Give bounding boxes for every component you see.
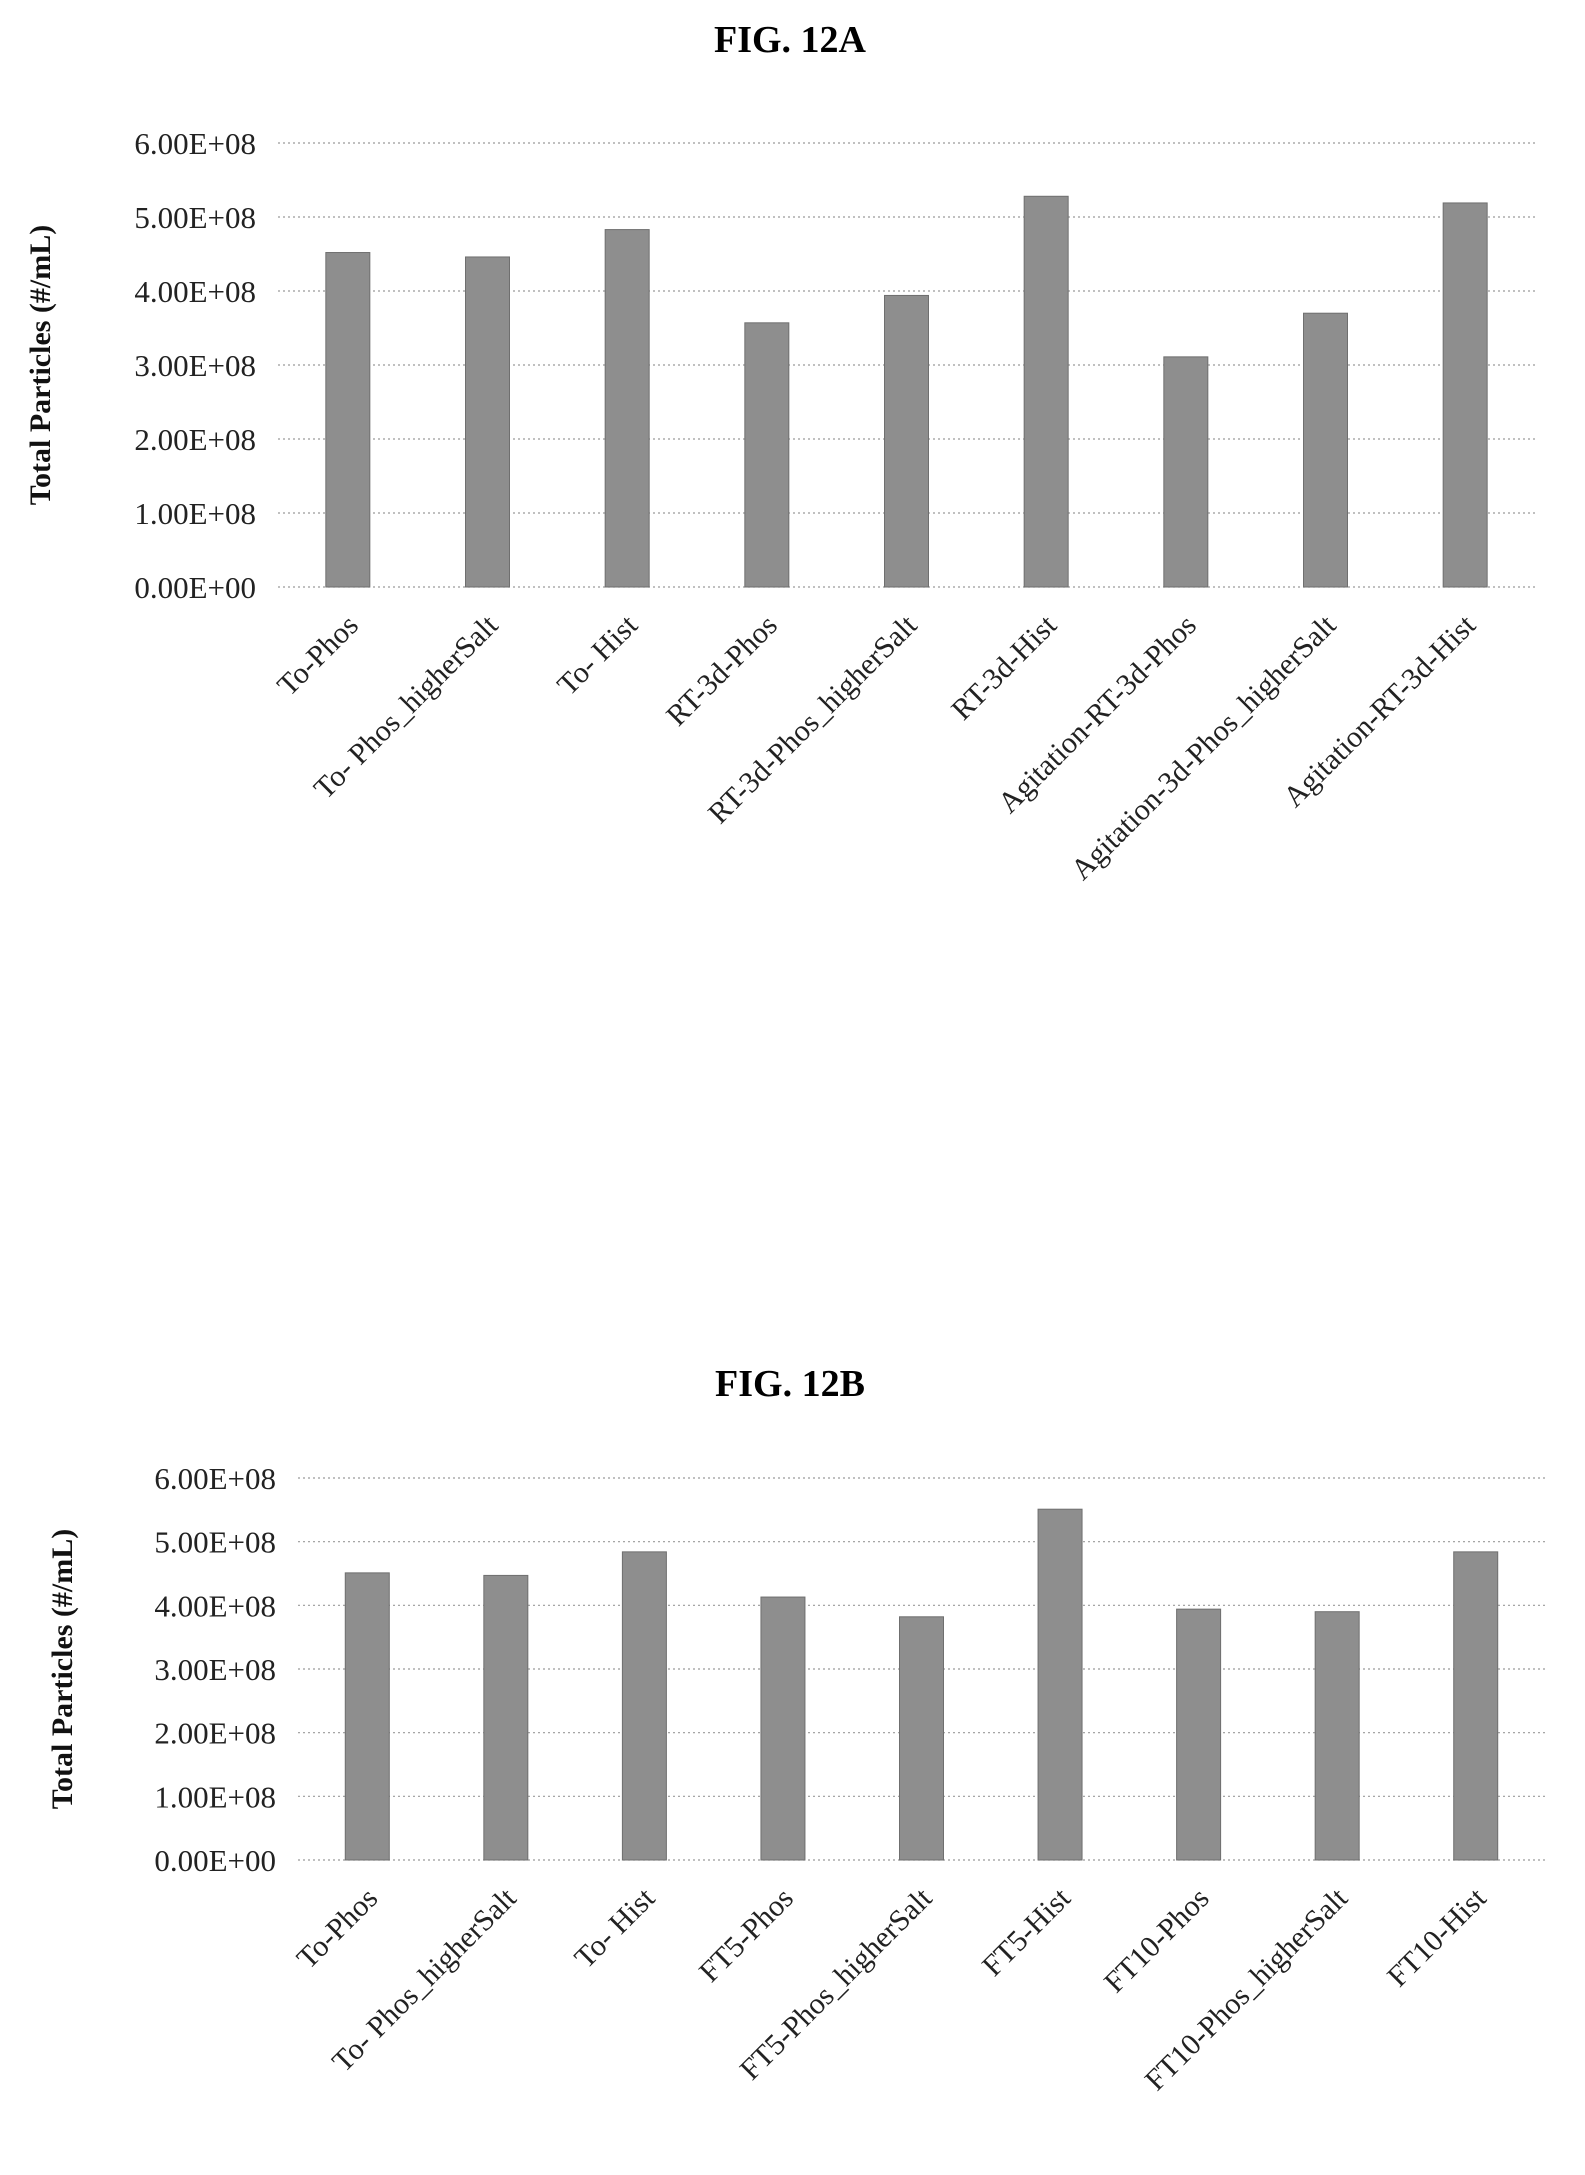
x-tick-label: To- Hist <box>551 608 645 702</box>
y-tick-label: 6.00E+08 <box>134 126 256 161</box>
y-tick-label: 4.00E+08 <box>154 1588 276 1623</box>
x-tick-label: To-Phos <box>271 609 365 703</box>
bar <box>1163 356 1209 588</box>
bar <box>1176 1608 1222 1861</box>
chart-fig-12b: FIG. 12B 0.00E+00 1.00E+08 2.00E+08 3.00E+08… <box>46 1363 1545 2097</box>
x-tick-label: FT10-Hist <box>1381 1881 1493 1993</box>
y-tick-label: 0.00E+00 <box>134 570 256 605</box>
y-tick-label: 0.00E+00 <box>154 1843 276 1878</box>
y-tick-label: 5.00E+08 <box>154 1525 276 1560</box>
y-tick-label: 3.00E+08 <box>154 1652 276 1687</box>
x-tick-label: To-Phos <box>290 1882 384 1976</box>
bar <box>483 1574 529 1861</box>
x-tick-label: To- Hist <box>568 1881 662 1975</box>
y-tick-label: 1.00E+08 <box>154 1779 276 1814</box>
y-axis-label: Total Particles (#/mL) <box>46 1529 79 1810</box>
y-tick-label: 3.00E+08 <box>134 348 256 383</box>
chart-title: FIG. 12B <box>715 1363 865 1405</box>
y-tick-label: 2.00E+08 <box>134 422 256 457</box>
bar <box>621 1551 667 1861</box>
bar <box>325 252 371 588</box>
x-tick-label: Agitation-3d-Phos_higherSalt <box>1065 608 1343 886</box>
bar <box>1023 195 1069 588</box>
bar <box>1303 312 1348 588</box>
bar <box>604 229 650 588</box>
y-tick-label: 5.00E+08 <box>134 200 256 235</box>
bar <box>465 256 510 588</box>
y-tick-label: 2.00E+08 <box>154 1716 276 1751</box>
bar <box>1314 1611 1360 1861</box>
bar <box>884 294 929 588</box>
bar <box>744 322 790 588</box>
y-tick-label: 4.00E+08 <box>134 274 256 309</box>
y-tick-label: 6.00E+08 <box>154 1461 276 1496</box>
bar <box>1442 202 1488 588</box>
bar <box>1453 1551 1499 1861</box>
x-tick-label: FT5-Phos <box>693 1882 800 1989</box>
bar <box>899 1616 944 1861</box>
x-tick-label: FT5-Hist <box>976 1881 1078 1983</box>
x-tick-label: RT-3d-Hist <box>945 608 1063 726</box>
y-tick-label: 1.00E+08 <box>134 496 256 531</box>
bar <box>344 1572 390 1861</box>
y-axis-label: Total Particles (#/mL) <box>24 225 57 506</box>
chart-title: FIG. 12A <box>714 19 867 61</box>
bar <box>1037 1508 1083 1861</box>
x-tick-label: FT10-Phos <box>1098 1882 1216 2000</box>
chart-fig-12a: FIG. 12A 0.00E+00 1.00E+08 2.00E+08 3.00E+08… <box>24 19 1535 886</box>
x-tick-label: RT-3d-Phos <box>660 609 784 733</box>
bar <box>760 1596 806 1861</box>
